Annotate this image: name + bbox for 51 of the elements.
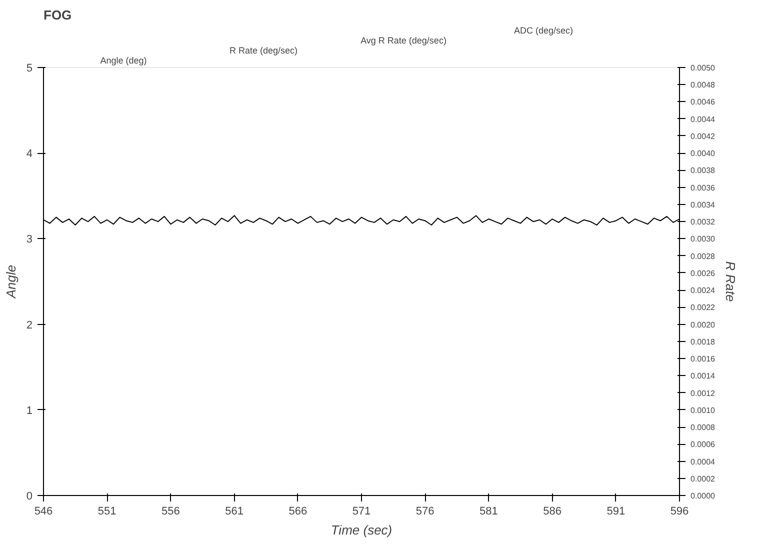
y-tick-label: 0 (26, 490, 33, 502)
y2-tick-label: 0.0028 (690, 252, 716, 261)
y2-tick-label: 0.0004 (690, 457, 716, 466)
x-tick-label: 546 (34, 506, 53, 518)
y2-tick-label: 0.0032 (690, 218, 716, 227)
x-tick-label: 581 (480, 506, 498, 518)
y-tick-label: 1 (26, 404, 33, 417)
y2-tick-label: 0.0050 (690, 64, 716, 72)
x-tick-label: 596 (670, 506, 689, 518)
y2-tick-label: 0.0018 (690, 337, 716, 346)
x-tick-label: 561 (225, 506, 244, 518)
y2-tick-label: 0.0048 (690, 80, 716, 90)
x-tick-label: 551 (98, 506, 116, 518)
x-tick-label: 566 (288, 506, 308, 518)
y2-tick-label: 0.0012 (690, 388, 716, 398)
y2-tick-label: 0.0044 (690, 114, 716, 124)
y-axis-title: Angle (3, 264, 18, 300)
y2-tick-label: 0.0036 (690, 183, 716, 192)
y2-tick-label: 0.0016 (690, 354, 716, 364)
text: Angle (deg) (100, 56, 147, 66)
y-tick-label: 4 (26, 148, 33, 160)
chart-title: FOG (44, 8, 72, 22)
y2-tick-label: 0.0008 (690, 423, 716, 432)
x-axis-title: Time (sec) (330, 522, 392, 538)
x-tick-label: 591 (606, 506, 626, 518)
y-tick-label: 3 (26, 234, 33, 246)
y2-tick-label: 0.0002 (690, 474, 716, 484)
y2-tick-label: 0.0014 (690, 372, 716, 381)
y2-tick-label: 0.0006 (690, 440, 716, 450)
y2-tick-label: 0.0000 (690, 492, 716, 500)
text: R Rate (deg/sec) (229, 46, 298, 56)
y2-tick-label: 0.0022 (690, 303, 716, 312)
x-tick-label: 576 (416, 506, 434, 518)
y2-tick-label: 0.0030 (690, 234, 716, 244)
x-tick-label: 556 (162, 506, 180, 518)
x-tick-label: 571 (352, 506, 371, 518)
y2-tick-label: 0.0026 (690, 268, 716, 278)
y2-tick-label: 0.0038 (690, 166, 716, 176)
y2-tick-label: 0.0042 (690, 132, 716, 141)
y2-tick-label: 0.0024 (690, 286, 716, 296)
text: ADC (deg/sec) (514, 26, 574, 36)
y2-axis-title: R Rate (722, 261, 738, 302)
y-tick-label: 2 (26, 319, 33, 332)
y2-tick-label: 0.0040 (690, 149, 716, 158)
y2-tick-label: 0.0046 (690, 98, 716, 107)
y2-tick-label: 0.0010 (690, 406, 716, 415)
text: Avg R Rate (deg/sec) (360, 36, 446, 46)
y-tick-label: 5 (26, 62, 33, 74)
y2-tick-label: 0.0034 (690, 200, 716, 210)
x-tick-label: 586 (543, 506, 562, 518)
y2-tick-label: 0.0020 (690, 320, 716, 330)
